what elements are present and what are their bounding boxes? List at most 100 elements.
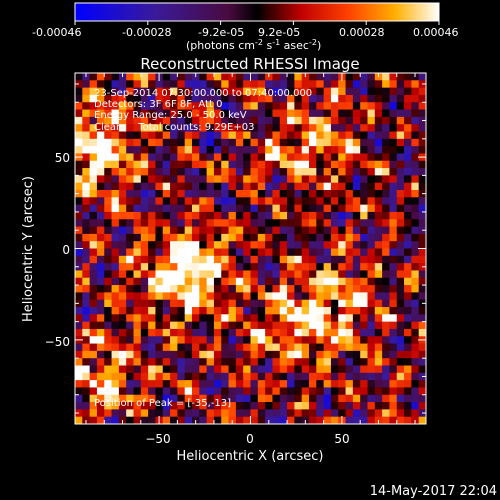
heatmap-cell (323, 299, 332, 308)
heatmap-cell (382, 343, 390, 352)
heatmap-cell (301, 146, 310, 154)
heatmap-cell (279, 314, 288, 323)
heatmap-cell (148, 87, 156, 96)
heatmap-cell (257, 263, 266, 271)
heatmap-cell (192, 138, 200, 147)
heatmap-cell (243, 270, 251, 279)
heatmap-cell (213, 219, 222, 227)
heatmap-cell (309, 226, 317, 235)
heatmap-cell (279, 153, 288, 162)
heatmap-cell (389, 270, 398, 279)
heatmap-cell (162, 109, 171, 118)
heatmap-cell (411, 343, 420, 352)
heatmap-cell (411, 102, 420, 110)
heatmap-cell (133, 102, 142, 110)
heatmap-cell (148, 197, 156, 206)
heatmap-cell (126, 153, 134, 162)
heatmap-cell (338, 138, 346, 147)
heatmap-cell (360, 102, 368, 110)
heatmap-cell (111, 343, 120, 352)
heatmap-cell (382, 211, 390, 220)
heatmap-cell (162, 314, 171, 323)
heatmap-cell (75, 416, 83, 425)
heatmap-cell (111, 314, 120, 323)
heatmap-cell (265, 402, 273, 410)
heatmap-cell (184, 211, 193, 220)
heatmap-cell (111, 285, 120, 293)
heatmap-cell (279, 204, 288, 213)
heatmap-cell (155, 387, 164, 396)
heatmap-cell (111, 270, 120, 279)
heatmap-cell (330, 343, 339, 352)
heatmap-cell (301, 380, 310, 388)
heatmap-cell (170, 314, 178, 323)
heatmap-cell (323, 307, 332, 315)
heatmap-cell (235, 358, 244, 366)
heatmap-cell (279, 255, 288, 264)
heatmap-cell (89, 402, 98, 410)
heatmap-cell (338, 409, 346, 418)
heatmap-cell (294, 387, 303, 396)
heatmap-cell (309, 233, 317, 242)
heatmap-cell (177, 146, 186, 154)
heatmap-cell (352, 365, 361, 374)
heatmap-cell (96, 226, 105, 235)
heatmap-cell (126, 409, 134, 418)
heatmap-cell (82, 372, 91, 381)
heatmap-cell (287, 204, 295, 213)
heatmap-cell (206, 80, 215, 89)
heatmap-cell (382, 277, 390, 286)
heatmap-cell (177, 211, 186, 220)
heatmap-cell (126, 416, 134, 425)
heatmap-cell (243, 314, 251, 323)
heatmap-cell (235, 109, 244, 118)
heatmap-cell (345, 314, 354, 323)
heatmap-cell (228, 226, 237, 235)
heatmap-cell (221, 307, 229, 315)
heatmap-cell (374, 270, 383, 279)
heatmap-cell (199, 116, 208, 125)
heatmap-cell (389, 233, 398, 242)
heatmap-cell (155, 102, 164, 110)
heatmap-cell (411, 197, 420, 206)
heatmap-cell (272, 131, 281, 140)
heatmap-cell (272, 211, 281, 220)
heatmap-cell (316, 255, 325, 264)
heatmap-cell (316, 292, 325, 301)
heatmap-cell (140, 102, 149, 110)
heatmap-cell (162, 204, 171, 213)
heatmap-cell (411, 307, 420, 315)
heatmap-cell (374, 372, 383, 381)
heatmap-cell (75, 175, 83, 184)
heatmap-cell (206, 277, 215, 286)
heatmap-cell (184, 131, 193, 140)
heatmap-cell (148, 146, 156, 154)
colorbar-tick-label: -9.2e-05 (198, 26, 244, 39)
heatmap-cell (82, 336, 91, 344)
heatmap-cell (367, 402, 376, 410)
heatmap-cell (250, 402, 259, 410)
heatmap-cell (228, 153, 237, 162)
heatmap-cell (235, 277, 244, 286)
heatmap-cell (89, 387, 98, 396)
heatmap-cell (89, 314, 98, 323)
heatmap-cell (257, 402, 266, 410)
heatmap-cell (367, 102, 376, 110)
heatmap-cell (184, 299, 193, 308)
heatmap-cell (104, 204, 112, 213)
heatmap-cell (294, 402, 303, 410)
heatmap-cell (82, 277, 91, 286)
x-tick-label: 50 (334, 432, 349, 446)
heatmap-cell (235, 197, 244, 206)
x-tick-label: −50 (145, 432, 170, 446)
heatmap-cell (206, 270, 215, 279)
heatmap-cell (338, 270, 346, 279)
heatmap-cell (126, 307, 134, 315)
heatmap-cell (82, 116, 91, 125)
heatmap-cell (345, 131, 354, 140)
heatmap-cell (148, 394, 156, 403)
heatmap-cell (206, 153, 215, 162)
heatmap-cell (148, 263, 156, 271)
heatmap-cell (309, 328, 317, 337)
heatmap-cell (133, 87, 142, 96)
